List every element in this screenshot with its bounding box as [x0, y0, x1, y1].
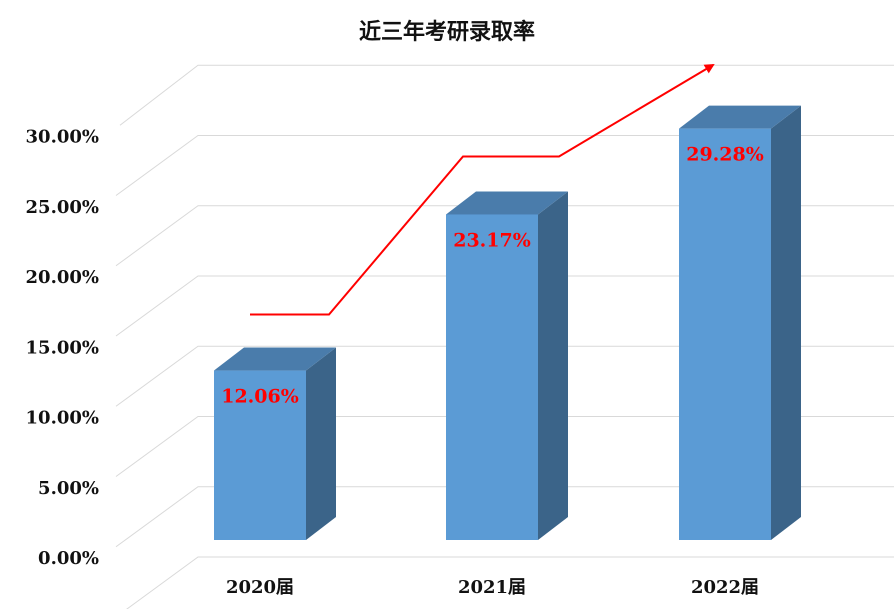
y-axis-ticks: 0.00% 5.00% 10.00% 15.00% 20.00% 25.00% 30.00%: [26, 127, 99, 570]
gridline: [126, 556, 894, 609]
bar: [679, 105, 801, 540]
gridline: [115, 205, 894, 267]
bar-side: [771, 105, 801, 540]
x-tick-label: 2022届: [691, 577, 759, 598]
bar: [446, 191, 568, 541]
y-tick-label: 30.00%: [26, 127, 99, 148]
bar-front: [214, 370, 306, 540]
y-tick-label: 25.00%: [26, 197, 99, 218]
data-label: 23.17%: [453, 229, 531, 251]
bar-side: [306, 347, 336, 540]
chart-title: 近三年考研录取率: [358, 19, 535, 45]
gridline: [115, 275, 894, 337]
data-label: 12.06%: [221, 386, 299, 408]
data-labels: 12.06% 23.17% 29.28%: [221, 144, 764, 408]
bar-front: [679, 128, 771, 540]
trend-line: [250, 63, 715, 316]
bar-front: [446, 214, 538, 541]
bar-top: [679, 105, 801, 129]
gridline: [115, 135, 894, 196]
bar-side: [538, 191, 568, 541]
bar-top: [446, 191, 568, 215]
data-label: 29.28%: [686, 144, 764, 166]
y-tick-label: 0.00%: [38, 548, 99, 569]
bar-top: [214, 347, 336, 371]
y-tick-label: 20.00%: [26, 267, 99, 288]
y-tick-label: 10.00%: [26, 408, 99, 429]
bars: [214, 105, 801, 541]
gridline: [115, 345, 894, 407]
x-tick-label: 2021届: [458, 577, 526, 598]
trend-arrow: [250, 63, 715, 316]
gridline: [115, 486, 894, 548]
y-tick-label: 15.00%: [26, 337, 99, 358]
x-tick-label: 2020届: [226, 577, 294, 598]
gridlines: [115, 64, 894, 609]
gridline: [115, 416, 894, 477]
gridline: [119, 64, 894, 126]
x-axis-ticks: 2020届 2021届 2022届: [226, 577, 759, 598]
bar: [214, 347, 336, 540]
y-tick-label: 5.00%: [38, 478, 99, 499]
